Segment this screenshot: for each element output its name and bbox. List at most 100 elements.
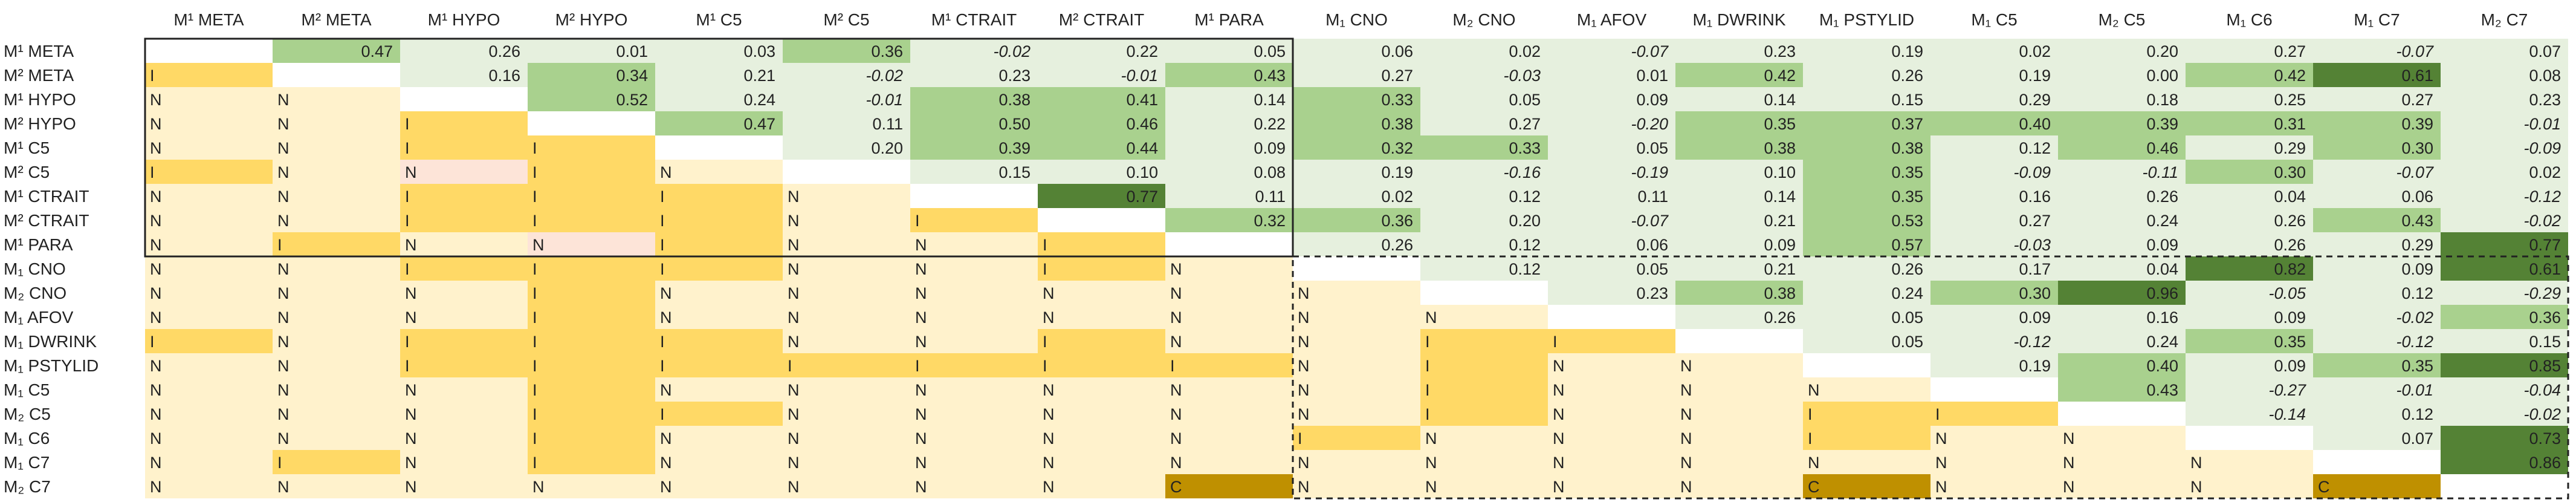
classification-letter: I xyxy=(660,236,665,254)
cell-background xyxy=(1038,377,1165,402)
classification-letter: N xyxy=(277,163,290,181)
cell-background xyxy=(910,305,1038,329)
correlation-value: -0.27 xyxy=(2268,381,2306,399)
classification-letter: I xyxy=(532,308,537,327)
classification-letter: N xyxy=(277,115,290,133)
matrix-cell: I xyxy=(145,160,273,184)
cell-background xyxy=(1165,39,1293,63)
matrix-cell: 0.85 xyxy=(2441,353,2568,377)
classification-letter: N xyxy=(660,284,672,302)
matrix-cell: 0.02 xyxy=(1420,39,1548,63)
classification-letter: N xyxy=(150,454,162,472)
correlation-value: 0.04 xyxy=(2274,187,2306,206)
correlation-value: 0.34 xyxy=(616,67,648,85)
cell-background xyxy=(1548,208,1675,232)
classification-letter: N xyxy=(405,454,417,472)
matrix-cell: 0.02 xyxy=(2441,160,2568,184)
correlation-value: 0.12 xyxy=(1509,260,1541,278)
cell-background xyxy=(910,256,1038,281)
matrix-cell: I xyxy=(528,208,655,232)
matrix-cell: N xyxy=(783,256,910,281)
classification-letter: N xyxy=(150,405,162,423)
matrix-row: M² C5 I N N I N 0.15 0.10 0.08 0.19 -0.16 -0.19 0.10… xyxy=(4,160,2568,184)
matrix-cell: N xyxy=(400,377,528,402)
classification-letter: N xyxy=(1425,308,1437,327)
matrix-cell: N xyxy=(2058,450,2186,474)
matrix-cell: 0.43 xyxy=(2058,377,2186,402)
correlation-value: 0.77 xyxy=(1126,187,1158,206)
correlation-value: 0.12 xyxy=(2401,284,2433,302)
classification-letter: I xyxy=(660,187,665,206)
matrix-cell: C xyxy=(1803,474,1930,498)
cell-background xyxy=(1420,353,1548,377)
cell-background xyxy=(783,208,910,232)
matrix-cell: N xyxy=(1293,474,1420,498)
cell-background xyxy=(1420,39,1548,63)
matrix-cell: 0.22 xyxy=(1038,39,1165,63)
cell-background xyxy=(910,474,1038,498)
classification-letter: N xyxy=(277,308,290,327)
classification-letter: N xyxy=(1043,429,1055,448)
cell-background xyxy=(145,402,273,426)
classification-letter: I xyxy=(150,333,155,351)
matrix-cell: -0.02 xyxy=(910,39,1038,63)
classification-letter: N xyxy=(150,429,162,448)
matrix-row: M₂ C7 N N N N N N N N C N N N N C N N N C xyxy=(4,474,2568,498)
classification-letter: N xyxy=(150,357,162,375)
cell-background xyxy=(2186,474,2313,498)
matrix-cell: 0.35 xyxy=(1675,111,1803,135)
matrix-cell: N xyxy=(783,208,910,232)
cell-background xyxy=(1803,450,1930,474)
correlation-value: 0.01 xyxy=(1636,67,1668,85)
correlation-value: 0.09 xyxy=(2274,308,2306,327)
cell-background xyxy=(273,208,400,232)
cell-background xyxy=(1293,208,1420,232)
matrix-cell: N xyxy=(273,402,400,426)
correlation-value: 0.09 xyxy=(2401,260,2433,278)
cell-background xyxy=(1165,111,1293,135)
cell-background xyxy=(1038,450,1165,474)
cell-background xyxy=(1803,474,1930,498)
matrix-cell: 0.32 xyxy=(1165,208,1293,232)
matrix-cell: N xyxy=(783,474,910,498)
correlation-value: 0.85 xyxy=(2529,357,2561,375)
classification-letter: I xyxy=(532,139,537,157)
matrix-cell: N xyxy=(1675,353,1803,377)
matrix-cell xyxy=(1930,377,2058,402)
classification-letter: I xyxy=(405,115,410,133)
cell-background xyxy=(1420,160,1548,184)
classification-letter: I xyxy=(660,405,665,423)
classification-letter: I xyxy=(1298,429,1303,448)
cell-background xyxy=(2313,281,2441,305)
cell-background xyxy=(528,402,655,426)
correlation-value: 0.31 xyxy=(2274,115,2306,133)
correlation-value: 0.35 xyxy=(2401,357,2433,375)
correlation-value: 0.29 xyxy=(2401,236,2433,254)
cell-background xyxy=(400,39,528,63)
matrix-cell: 0.09 xyxy=(1548,87,1675,111)
cell-background xyxy=(400,281,528,305)
matrix-cell: N xyxy=(1165,256,1293,281)
correlation-value: 0.24 xyxy=(2146,212,2178,230)
cell-background xyxy=(2058,402,2186,426)
cell-background xyxy=(910,329,1038,353)
correlation-value: -0.02 xyxy=(2523,405,2561,423)
classification-letter: N xyxy=(1808,454,1820,472)
classification-letter: N xyxy=(532,478,545,496)
matrix-cell: 0.26 xyxy=(2186,232,2313,256)
matrix-cell: 0.21 xyxy=(1675,256,1803,281)
correlation-value: 0.02 xyxy=(1509,42,1541,60)
matrix-cell: C xyxy=(2313,474,2441,498)
cell-background xyxy=(2058,426,2186,450)
cell-background xyxy=(655,111,783,135)
matrix-cell: I xyxy=(400,135,528,160)
matrix-cell: N xyxy=(273,87,400,111)
cell-background xyxy=(655,184,783,208)
classification-letter: I xyxy=(532,333,537,351)
correlation-value: 0.06 xyxy=(2401,187,2433,206)
matrix-cell: 0.47 xyxy=(273,39,400,63)
classification-letter: I xyxy=(1170,357,1175,375)
matrix-cell: N xyxy=(528,474,655,498)
matrix-cell: N xyxy=(145,184,273,208)
cell-background xyxy=(1803,39,1930,63)
